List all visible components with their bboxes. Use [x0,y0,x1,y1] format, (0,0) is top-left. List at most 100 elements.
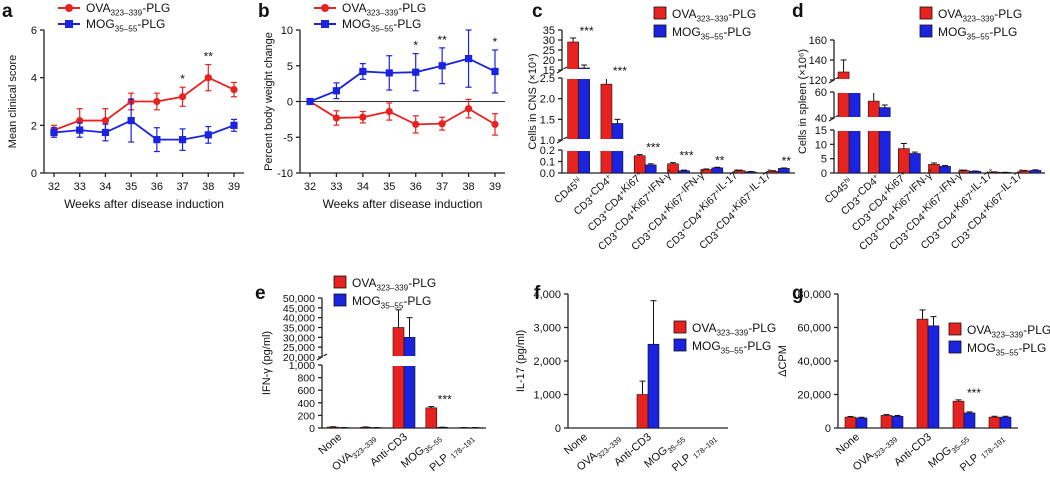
panel-label-f: f [534,283,541,304]
legend-label-f-0: OVA323–339-PLG [692,321,776,337]
y-tick-label-b: 0 [287,97,293,109]
legend-label-c-1: MOG35–55-PLG [672,25,751,41]
legend-label-e-0: OVA323–339-PLG [352,276,436,292]
data-point-b [464,105,473,113]
y-tick-label-a: 2 [31,120,37,132]
legend-label-f-1: MOG35–55-PLG [692,339,771,355]
y-tick-label-d: 0 [821,168,827,180]
legend-f-1-swatch [673,338,687,352]
data-point-b [306,97,314,106]
data-point-a [230,121,238,129]
legend-c-1-swatch [653,24,667,38]
bar-d-1-0 [867,100,880,174]
bar-g-2-1 [927,325,940,429]
series-line-a-0 [53,76,235,131]
break-gap-e [323,356,486,366]
legend-b-1-marker [321,20,329,28]
bar-d-6-1 [1029,170,1042,174]
y-tick-label-c: 1.5 [540,114,555,126]
data-point-a [204,131,212,139]
bar-d-3-1 [939,166,951,174]
y-axis-label-c: Cells in CNS (×10⁴) [527,53,539,149]
series-line-a-1 [53,119,235,141]
bar-g-2-0 [916,318,929,429]
bar-f-2-0 [636,394,649,429]
y-tick-label-e: 25,000 [283,342,315,354]
bar-c-1-0 [600,83,613,174]
bar-g-1-0 [880,415,893,429]
y-tick-label-e: 1,000 [289,360,315,372]
series-line-b-0 [309,100,496,126]
category-label-e: None [316,431,344,457]
legend-b-0-marker [321,4,329,12]
significance-c: ** [782,154,792,168]
significance-c: *** [613,64,627,78]
significance-b: ** [437,33,447,47]
data-point-b [464,55,473,63]
y-tick-label-e: 800 [297,373,315,385]
significance-b: * [413,39,418,53]
y-tick-label-b: -5 [283,132,293,144]
significance-e: *** [438,393,452,407]
legend-label-g-0: OVA323–339-PLG [967,323,1050,339]
bar-c-3-1 [678,170,690,174]
y-tick-label-g: 80,000 [797,289,831,301]
legend-a-0-marker [65,4,73,12]
series-line-b-1 [309,57,496,103]
x-tick-label-a: 37 [176,181,188,193]
bar-d-2-0 [898,148,910,174]
y-tick-label-e: 600 [297,385,315,397]
y-tick-label-d: 40 [815,113,827,125]
y-axis-label-g: ΔCPM [777,345,789,377]
bar-g-3-0 [952,400,965,429]
panel-label-c: c [532,1,543,22]
bar-c-0-0 [567,41,579,174]
data-point-b [332,87,341,95]
y-tick-label-e: 20,000 [283,352,315,364]
data-point-a [178,93,187,101]
data-point-b [412,68,420,76]
data-point-a [76,126,84,134]
y-tick-label-e: 0 [309,423,315,435]
y-tick-label-e: 40,000 [283,313,315,325]
bar-c-2-1 [644,164,657,174]
panel-label-e: e [255,283,266,304]
y-tick-label-d: 15 [815,125,827,137]
data-point-a [153,97,161,106]
y-tick-label-c: 0.1 [540,157,555,169]
y-tick-label-e: 200 [297,410,315,422]
y-tick-label-c: 25 [543,45,555,57]
bar-g-4-0 [988,416,1001,429]
y-tick-label-c: 20 [543,55,555,67]
bar-c-6-1 [778,168,790,174]
y-tick-label-e: 45,000 [283,303,315,315]
y-tick-label-f: 1,000 [533,390,561,402]
bar-e-3-0 [425,407,438,429]
y-axis-label-d: Cells in spleen (×10⁶) [797,49,809,154]
y-tick-label-f: 4,000 [533,289,561,301]
data-point-a [50,128,58,137]
x-tick-label-b: 33 [330,181,342,193]
y-tick-label-g: 0 [825,423,831,435]
legend-label-e-1: MOG35–55-PLG [352,294,431,310]
significance-c: *** [646,141,660,155]
legend-label-a-0: OVA323–339-PLG [86,1,170,17]
y-tick-label-c: 35 [543,25,555,37]
y-tick-label-f: 2,000 [533,356,561,368]
legend-g-0-swatch [948,322,962,336]
panel-label-d: d [792,1,804,22]
significance-c: *** [679,149,693,163]
category-label-g: None [834,431,862,457]
y-tick-label-d: 5 [821,154,827,166]
data-point-a [230,85,238,94]
bar-e-2-0 [392,327,405,429]
data-point-b [385,107,393,116]
data-point-b [412,120,420,128]
significance-a: * [180,72,185,86]
data-point-b [385,69,393,77]
break-gap-d [835,117,1045,131]
data-point-b [359,67,367,76]
significance-a: ** [204,50,214,64]
panel-label-g: g [792,283,804,304]
